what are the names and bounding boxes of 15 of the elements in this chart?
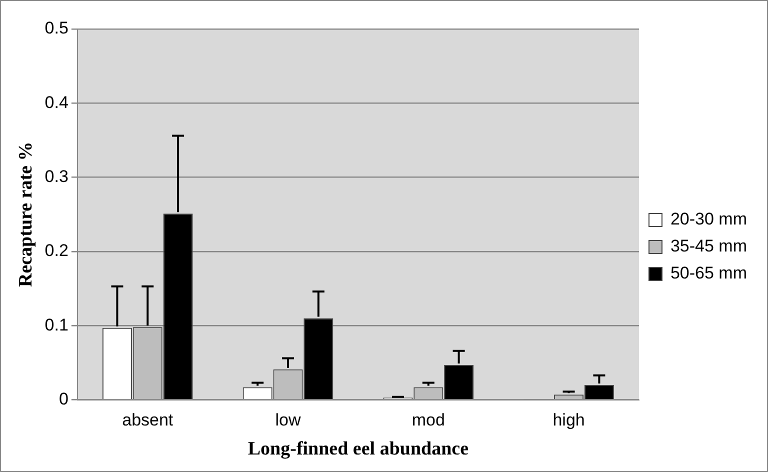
y-tick-label: 0: [58, 389, 68, 408]
x-tick-label: absent: [122, 410, 174, 430]
legend-label: 35-45 mm: [670, 236, 748, 256]
x-tick-label: high: [552, 410, 585, 430]
x-axis-title: Long-finned eel abundance: [248, 438, 469, 460]
y-tick-label: 0.4: [44, 92, 68, 112]
legend-label: 50-65 mm: [670, 264, 748, 283]
y-tick-label: 0.5: [44, 18, 68, 38]
x-tick-label: low: [275, 410, 302, 430]
y-tick-label: 0.3: [44, 167, 68, 186]
legend-label: 20-30 mm: [670, 210, 748, 229]
y-axis-title: Recapture rate %: [15, 142, 36, 288]
y-tick-label: 0.2: [44, 241, 68, 260]
x-tick-label: mod: [412, 410, 445, 430]
y-tick-label: 0.1: [44, 315, 68, 334]
